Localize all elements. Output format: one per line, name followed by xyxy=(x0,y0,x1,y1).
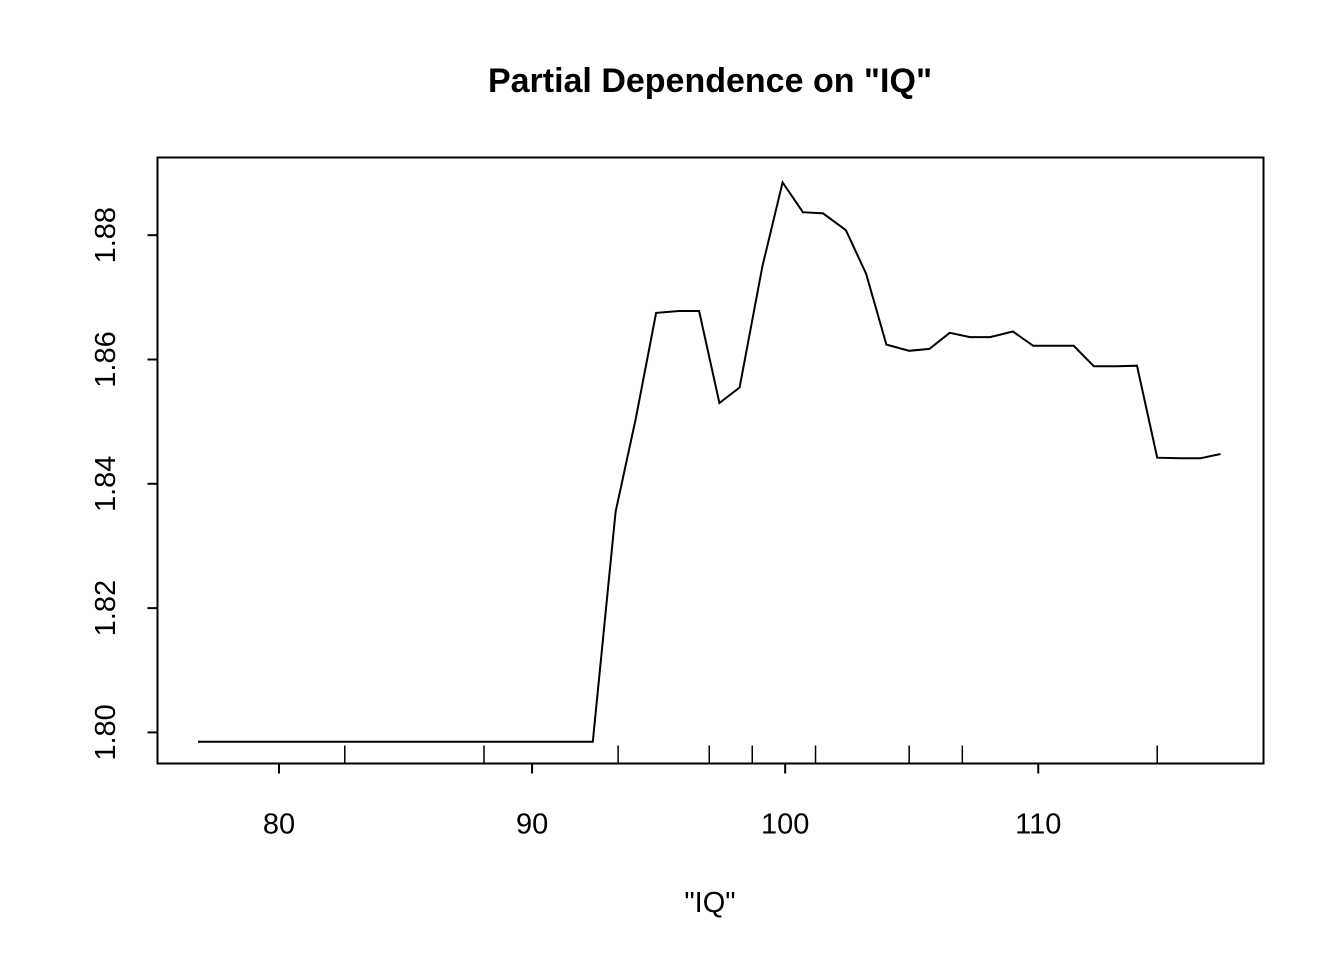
x-tick-label: 90 xyxy=(516,809,548,841)
y-tick-label: 1.82 xyxy=(90,580,122,636)
rug-ticks xyxy=(344,745,1158,764)
y-tick-label: 1.86 xyxy=(90,331,122,387)
y-tick-label: 1.80 xyxy=(90,704,122,760)
x-tick-label: 80 xyxy=(263,809,295,841)
chart-title: Partial Dependence on "IQ" xyxy=(488,62,932,100)
x-axis-label: "IQ" xyxy=(684,887,735,919)
x-tick-label: 100 xyxy=(761,809,809,841)
x-tick-label: 110 xyxy=(1015,809,1061,841)
y-tick-label: 1.88 xyxy=(90,207,122,263)
x-axis: 80 90 100 110 xyxy=(263,762,1061,841)
plot-frame xyxy=(156,156,1265,765)
partial-dependence-line xyxy=(198,179,1221,743)
y-tick-label: 1.84 xyxy=(90,456,122,512)
y-axis: 1.80 1.82 1.84 1.86 1.88 xyxy=(90,207,159,761)
